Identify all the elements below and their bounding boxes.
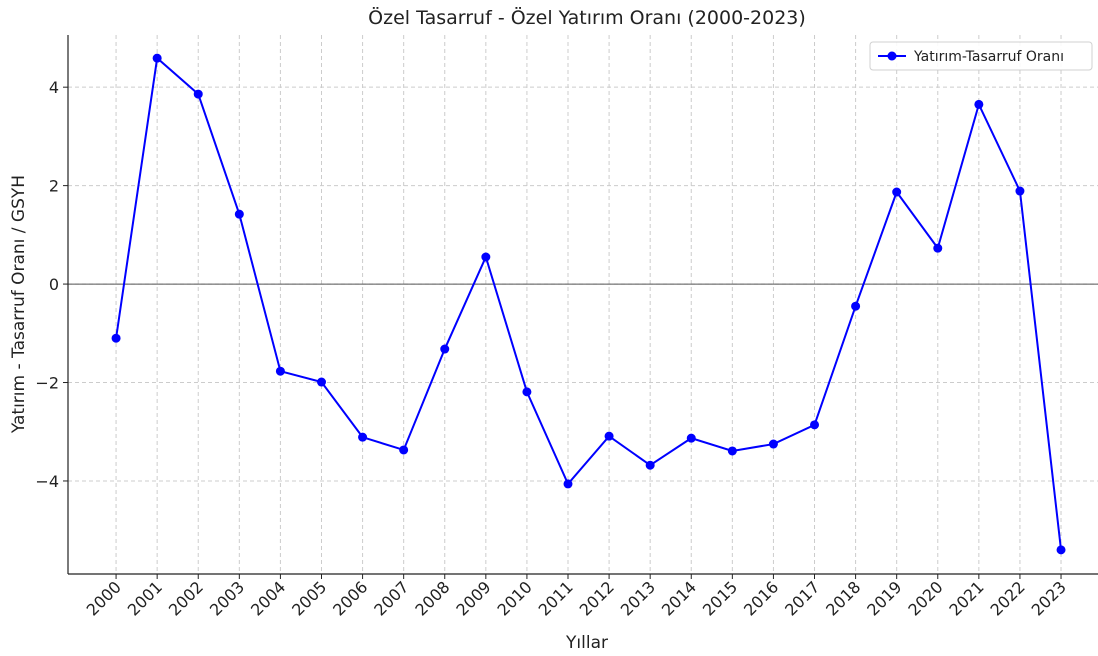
- y-tick-label: 2: [49, 177, 59, 196]
- point: [193, 89, 203, 99]
- point: [686, 433, 696, 443]
- x-tick-label: 2000: [83, 577, 125, 619]
- x-axis-label: Yıllar: [565, 633, 608, 653]
- x-tick-label: 2023: [1028, 577, 1070, 619]
- point: [727, 446, 737, 456]
- point: [152, 53, 162, 63]
- point: [399, 445, 409, 455]
- legend-box: [869, 41, 1093, 71]
- legend-marker: [887, 51, 897, 61]
- y-tick-label: −2: [35, 374, 59, 393]
- x-tick-label: 2014: [658, 577, 700, 619]
- legend-label: Yatırım-Tasarruf Oranı: [913, 49, 1064, 65]
- point: [275, 366, 285, 376]
- point: [111, 333, 121, 343]
- x-tick-label: 2018: [822, 577, 864, 619]
- y-tick-label: 0: [49, 275, 59, 294]
- point: [645, 460, 655, 470]
- point: [563, 479, 573, 489]
- point: [974, 99, 984, 109]
- x-tick-label: 2002: [165, 577, 207, 619]
- y-axis-label: Yatırım - Tasarruf Oranı / GSYH: [9, 175, 29, 434]
- y-tick-label: 4: [49, 78, 59, 97]
- x-tick-label: 2022: [987, 577, 1029, 619]
- line: [115, 56, 1063, 550]
- point: [1015, 186, 1025, 196]
- point: [768, 439, 778, 449]
- x-tick-label: 2009: [452, 577, 494, 619]
- point: [851, 301, 861, 311]
- point: [810, 420, 820, 430]
- x-tick-label: 2004: [247, 577, 289, 619]
- x-tick-label: 2001: [124, 577, 166, 619]
- point: [933, 243, 943, 253]
- point: [234, 209, 244, 219]
- chart-title: Özel Tasarruf - Özel Yatırım Oranı (2000…: [368, 6, 806, 29]
- y-tick-label: −4: [35, 472, 59, 491]
- x-tick-label: 2020: [904, 577, 946, 619]
- point: [522, 387, 532, 397]
- x-tick-label: 2003: [206, 577, 248, 619]
- x-tick-label: 2010: [494, 577, 536, 619]
- x-tick-label: 2019: [863, 577, 905, 619]
- x-tick-label: 2016: [740, 577, 782, 619]
- point: [316, 377, 326, 387]
- x-tick-label: 2012: [576, 577, 618, 619]
- x-tick-label: 2006: [329, 577, 371, 619]
- x-tick-label: 2017: [781, 577, 823, 619]
- x-tick-label: 2013: [617, 577, 659, 619]
- x-tick-label: 2005: [288, 577, 330, 619]
- point: [481, 252, 491, 262]
- point: [440, 344, 450, 354]
- point: [358, 432, 368, 442]
- x-tick-label: 2008: [411, 577, 453, 619]
- x-tick-label: 2021: [945, 577, 987, 619]
- point: [1056, 545, 1066, 555]
- x-tick-label: 2007: [370, 577, 412, 619]
- point: [892, 187, 902, 197]
- x-tick-label: 2015: [699, 577, 741, 619]
- point: [604, 431, 614, 441]
- x-tick-label: 2011: [535, 577, 577, 619]
